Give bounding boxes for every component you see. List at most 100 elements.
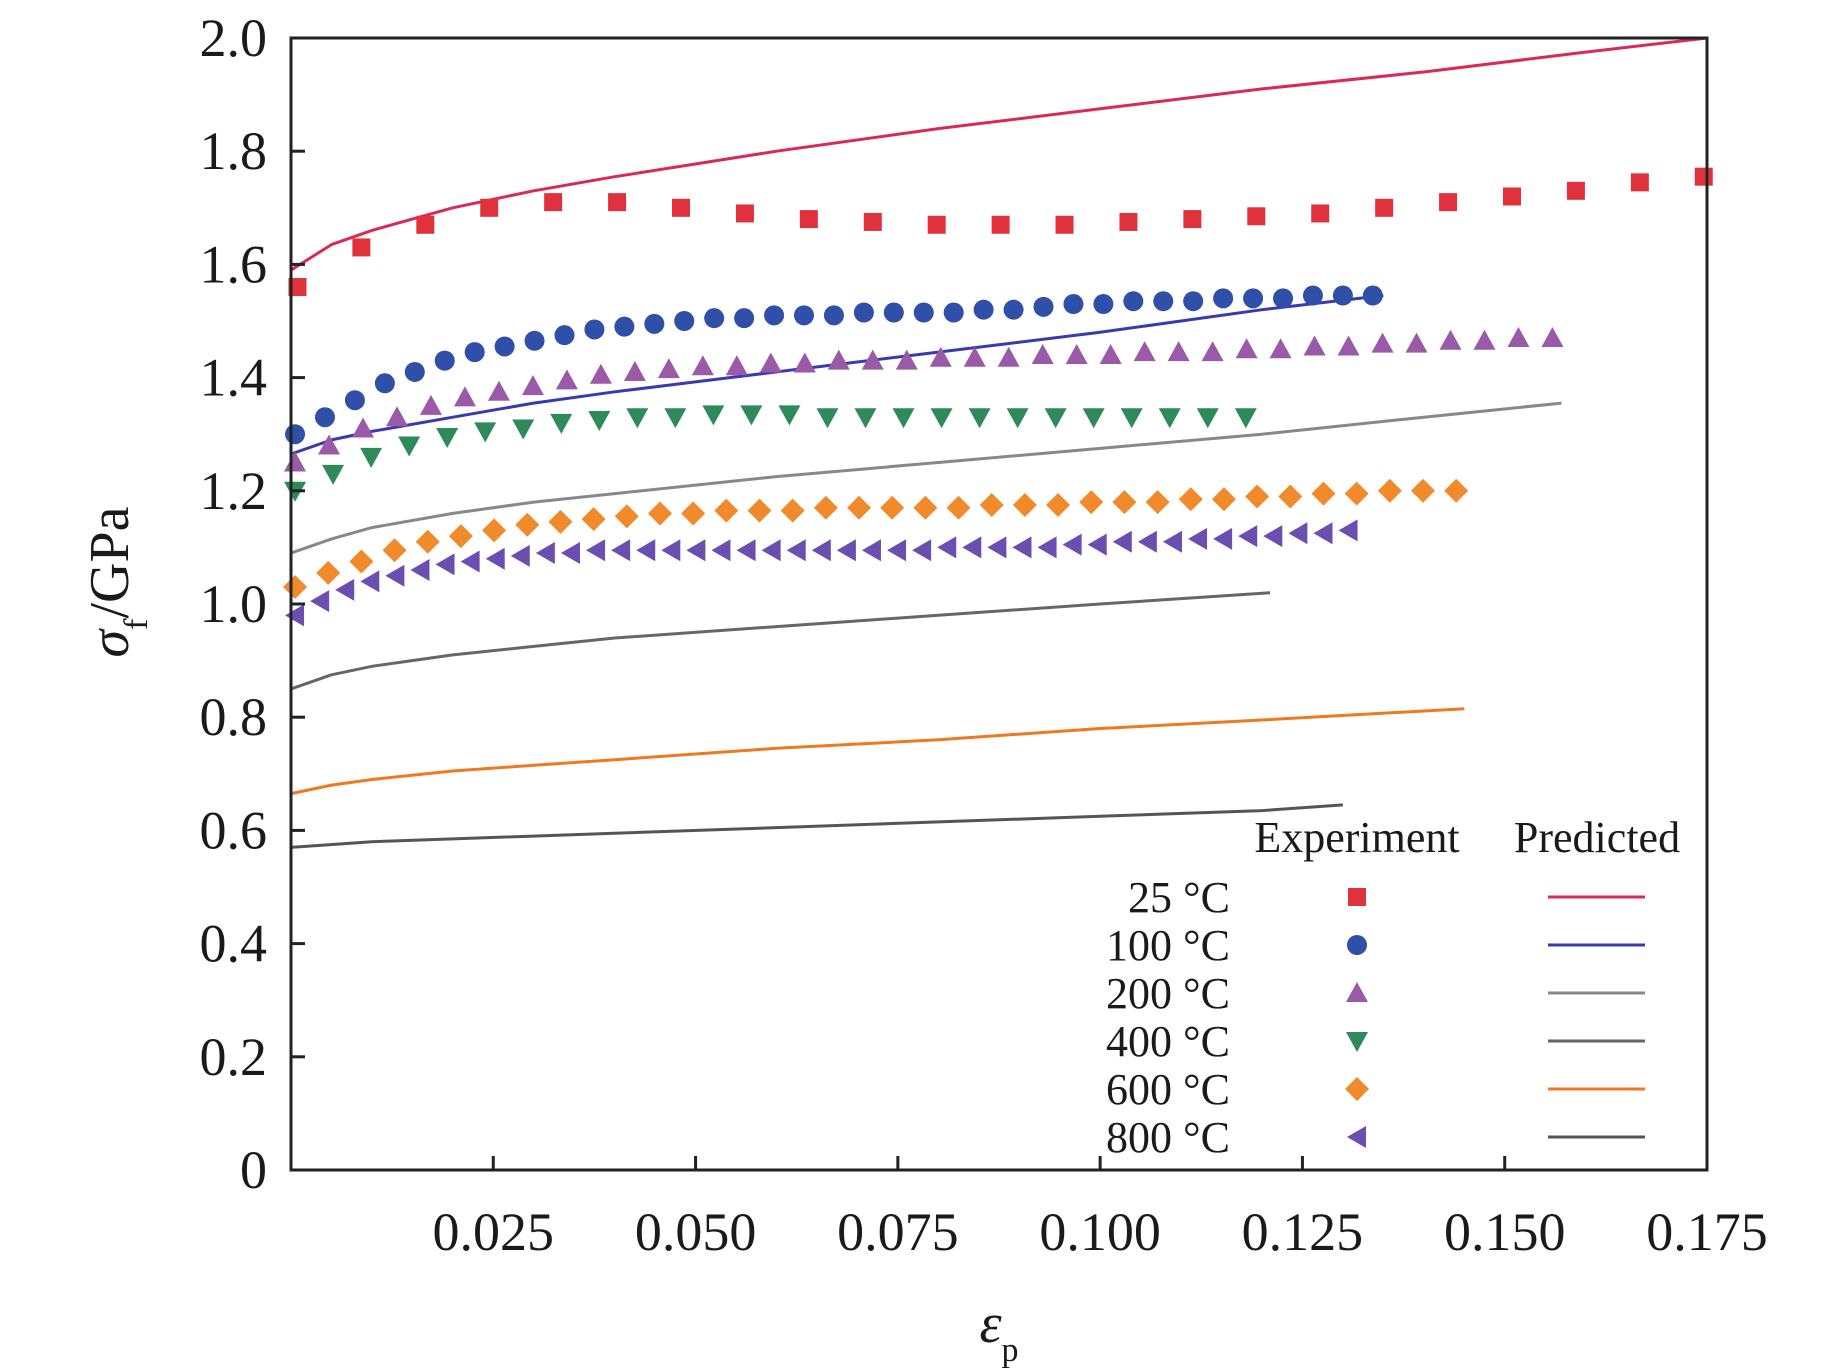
experiment-point <box>963 346 986 367</box>
experiment-point <box>1123 291 1144 312</box>
y-tick-label: 1.8 <box>200 121 268 181</box>
experiment-point <box>494 336 515 357</box>
legend-header-predicted: Predicted <box>1514 813 1680 862</box>
experiment-point <box>410 559 430 582</box>
experiment-point <box>661 539 681 562</box>
experiment-point <box>880 495 905 520</box>
experiment-point <box>711 539 731 562</box>
x-tick-label: 0.150 <box>1444 1202 1566 1262</box>
experiment-point <box>1112 530 1132 553</box>
experiment-point <box>1371 332 1394 353</box>
experiment-point <box>861 349 884 370</box>
experiment-point <box>1278 484 1303 509</box>
experiment-point <box>912 539 932 562</box>
experiment-point <box>929 346 952 367</box>
legend-row: 200 °C <box>1106 969 1645 1018</box>
experiment-point <box>691 355 714 376</box>
experiment-point <box>799 210 818 229</box>
experiment-point <box>584 319 605 340</box>
experiment-point <box>786 539 806 562</box>
legend-label: 25 °C <box>1128 873 1230 922</box>
experiment-point <box>863 212 882 231</box>
experiment-point <box>747 498 772 523</box>
experiment-point <box>550 413 573 434</box>
experiment-point <box>453 386 476 407</box>
experiment-point <box>1444 478 1469 503</box>
legend-marker <box>1346 1032 1368 1052</box>
experiment-point <box>764 305 785 326</box>
experiment-point <box>1377 478 1402 503</box>
experiment-point <box>1213 527 1233 550</box>
experiment-point <box>1178 487 1203 512</box>
experiment-point <box>512 419 535 440</box>
experiment-point <box>681 501 706 526</box>
experiment-point <box>1003 299 1024 320</box>
experiment-point <box>895 349 918 370</box>
experiment-point <box>1338 519 1358 542</box>
experiment-point <box>626 408 649 429</box>
experiment-point <box>1238 525 1258 548</box>
experiment-point <box>480 198 499 217</box>
experiment-point <box>398 436 421 457</box>
experiment-point <box>608 193 627 212</box>
y-tick-label: 0.4 <box>200 914 268 974</box>
x-tick-label: 0.100 <box>1039 1202 1161 1262</box>
experiment-point <box>1273 288 1294 309</box>
experiment-point <box>1044 408 1067 429</box>
experiment-point <box>674 311 695 331</box>
experiment-point <box>586 539 606 562</box>
experiment-point <box>310 590 330 613</box>
experiment-point <box>962 536 982 559</box>
experiment-point <box>827 349 850 370</box>
experiment-point <box>672 198 691 217</box>
experiment-point <box>1269 338 1292 359</box>
experiment-point <box>314 407 335 428</box>
experiment-point <box>1153 291 1174 312</box>
experiment-point <box>1137 530 1157 553</box>
experiment-point <box>636 539 656 562</box>
experiment-point <box>1188 527 1208 550</box>
experiment-point <box>1082 408 1105 429</box>
x-tick-label: 0.075 <box>837 1202 959 1262</box>
experiment-point <box>349 549 374 574</box>
experiment-point <box>761 539 781 562</box>
experiment-point <box>283 575 308 600</box>
y-axis-subscript: f <box>118 618 155 630</box>
y-tick-label: 0.2 <box>200 1027 268 1087</box>
x-axis-symbol: ε <box>979 1293 1002 1355</box>
experiment-point <box>560 542 580 565</box>
experiment-point <box>1302 285 1323 306</box>
experiment-point <box>1507 326 1530 347</box>
experiment-point <box>1093 294 1114 315</box>
experiment-point <box>836 539 856 562</box>
y-tick-label: 0 <box>240 1140 267 1200</box>
experiment-point <box>614 316 635 337</box>
experiment-point <box>1031 343 1054 364</box>
predicted-line-400c <box>290 591 1271 691</box>
experiment-point <box>1162 530 1182 553</box>
experiment-point <box>1213 288 1234 309</box>
experiment-point <box>1362 285 1383 306</box>
experiment-point <box>793 352 816 373</box>
experiment-point <box>813 495 838 520</box>
experiment-point <box>1439 329 1462 350</box>
experiment-point <box>385 564 405 587</box>
experiment-point <box>1055 215 1074 234</box>
experiment-point <box>793 305 814 326</box>
experiment-point <box>657 358 680 379</box>
predicted-lines <box>290 36 1708 849</box>
legend-marker <box>1346 982 1368 1002</box>
experiment-point <box>1235 338 1258 359</box>
experiment-point <box>544 193 563 212</box>
x-tick-label: 0.025 <box>433 1202 555 1262</box>
experiment-point <box>1630 173 1649 192</box>
experiment-point <box>1234 408 1257 429</box>
experiment-point <box>581 507 606 532</box>
experiment-point <box>416 215 435 234</box>
experiment-point <box>736 539 756 562</box>
experiment-point <box>913 495 938 520</box>
predicted-line-800c <box>290 803 1344 849</box>
experiment-point <box>1119 212 1138 231</box>
legend-marker <box>1345 1077 1369 1101</box>
experiment-point <box>1263 525 1283 548</box>
